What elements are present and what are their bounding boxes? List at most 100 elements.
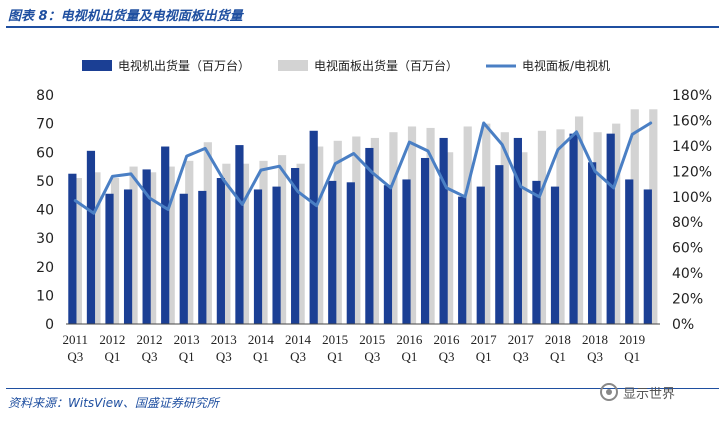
bar-panel-shipments — [110, 178, 120, 324]
y2-tick-label: 80% — [672, 215, 703, 231]
y-tick-label: 70 — [36, 117, 54, 133]
bar-panel-shipments — [556, 129, 565, 324]
x-tick-quarter: Q3 — [439, 349, 455, 364]
x-tick-year: 2013 — [174, 332, 200, 347]
bar-panel-shipments — [463, 126, 472, 324]
x-tick-quarter: Q1 — [104, 349, 120, 364]
legend-label-3: 电视面板/电视机 — [522, 58, 610, 73]
bar-tv-shipments — [216, 178, 225, 324]
x-tick-quarter: Q1 — [401, 349, 417, 364]
bar-tv-shipments — [142, 169, 151, 324]
y2-tick-label: 160% — [672, 113, 712, 129]
bar-tv-shipments — [346, 182, 355, 324]
x-tick-year: 2014 — [248, 332, 275, 347]
y2-tick-label: 140% — [672, 139, 712, 155]
bar-panel-shipments — [389, 132, 398, 324]
y-tick-label: 20 — [36, 260, 54, 276]
bar-tv-shipments — [588, 162, 597, 324]
bar-panel-shipments — [92, 172, 101, 324]
footer-divider — [6, 388, 719, 389]
x-tick-year: 2016 — [396, 332, 423, 347]
bar-panel-shipments — [203, 142, 212, 324]
bar-tv-shipments — [253, 189, 263, 324]
bar-panel-shipments — [500, 132, 509, 324]
y2-tick-label: 100% — [672, 190, 712, 206]
title-bar: 图表 8：电视机出货量及电视面板出货量 — [6, 2, 719, 28]
x-tick-year: 2015 — [322, 332, 348, 347]
bar-panel-shipments — [426, 127, 435, 324]
y-tick-label: 30 — [36, 231, 54, 247]
bar-panel-shipments — [612, 123, 621, 324]
x-tick-year: 2014 — [285, 332, 312, 347]
x-tick-quarter: Q1 — [179, 349, 195, 364]
x-tick-quarter: Q3 — [364, 349, 380, 364]
bar-panel-shipments — [407, 126, 417, 324]
bar-tv-shipments — [476, 186, 485, 324]
bar-panel-shipments — [259, 160, 268, 324]
x-tick-year: 2011 — [63, 332, 89, 347]
x-tick-quarter: Q1 — [624, 349, 640, 364]
bar-tv-shipments — [309, 130, 318, 324]
x-tick-quarter: Q1 — [327, 349, 343, 364]
bar-tv-shipments — [198, 190, 207, 324]
bar-panel-shipments — [296, 163, 305, 324]
x-tick-year: 2015 — [359, 332, 385, 347]
bar-tv-shipments — [179, 193, 188, 324]
x-tick-quarter: Q3 — [587, 349, 603, 364]
x-tick-year: 2018 — [582, 332, 608, 347]
bar-panel-shipments — [482, 123, 491, 324]
y2-tick-label: 20% — [672, 292, 703, 308]
y2-tick-label: 180% — [672, 88, 712, 104]
x-tick-year: 2013 — [211, 332, 237, 347]
bar-tv-shipments — [291, 167, 300, 324]
x-tick-year: 2016 — [434, 332, 461, 347]
bar-panel-shipments — [148, 172, 157, 324]
bar-panel-shipments — [333, 140, 342, 324]
bar-panel-shipments — [649, 109, 658, 324]
bar-panel-shipments — [630, 109, 639, 324]
bar-tv-shipments — [495, 165, 504, 324]
bar-tv-shipments — [439, 137, 448, 324]
x-tick-year: 2017 — [508, 332, 535, 347]
x-tick-quarter: Q3 — [216, 349, 232, 364]
bar-tv-shipments — [550, 186, 560, 324]
x-tick-quarter: Q3 — [290, 349, 306, 364]
bar-tv-shipments — [105, 193, 114, 324]
bar-tv-shipments — [513, 137, 522, 324]
bar-tv-shipments — [123, 189, 133, 324]
y-tick-label: 40 — [36, 203, 54, 219]
bar-panel-shipments — [277, 155, 287, 324]
x-tick-year: 2018 — [545, 332, 571, 347]
bar-panel-shipments — [185, 160, 194, 324]
bar-tv-shipments — [606, 133, 615, 324]
bar-panel-shipments — [129, 166, 138, 324]
y2-tick-label: 0% — [672, 317, 694, 333]
x-tick-quarter: Q3 — [142, 349, 158, 364]
bar-tv-shipments — [532, 180, 541, 324]
bar-panel-shipments — [537, 130, 547, 324]
bar-tv-shipments — [625, 179, 634, 324]
bar-tv-shipments — [365, 147, 374, 324]
bar-panel-shipments — [352, 136, 361, 324]
x-tick-year: 2012 — [137, 332, 163, 347]
y2-tick-label: 60% — [672, 241, 703, 257]
bar-tv-shipments — [402, 179, 411, 324]
bar-tv-shipments — [161, 146, 170, 324]
watermark: 显示世界 — [600, 382, 675, 402]
x-tick-year: 2019 — [619, 332, 645, 347]
x-tick-quarter: Q1 — [476, 349, 492, 364]
y2-tick-label: 40% — [672, 266, 703, 282]
legend-label-2: 电视面板出货量（百万台） — [314, 58, 458, 73]
bar-tv-shipments — [420, 157, 430, 324]
bar-panel-shipments — [445, 152, 454, 324]
bar-panel-shipments — [519, 152, 528, 324]
ratio-line — [73, 121, 653, 215]
x-tick-quarter: Q3 — [67, 349, 83, 364]
y-tick-label: 0 — [45, 317, 54, 333]
bar-tv-shipments — [383, 185, 393, 324]
bar-tv-shipments — [643, 189, 652, 324]
bar-panel-shipments — [593, 132, 602, 324]
x-tick-quarter: Q1 — [253, 349, 269, 364]
bar-panel-shipments — [574, 116, 584, 324]
chart-area: 电视机出货量（百万台） 电视面板出货量（百万台） 电视面板/电视机 0 10 20 30 40… — [36, 58, 712, 364]
